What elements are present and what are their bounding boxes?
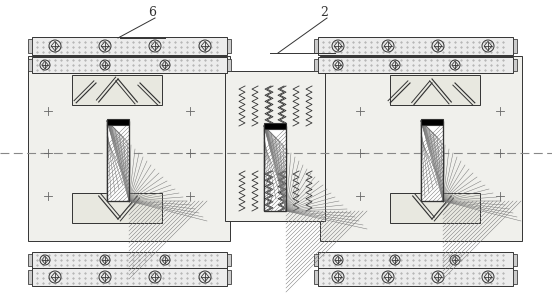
Bar	[72, 75, 162, 105]
Bar	[227, 270, 231, 284]
Polygon shape	[28, 56, 230, 241]
Bar	[513, 59, 517, 71]
Bar	[28, 254, 32, 266]
Bar	[421, 119, 443, 125]
Bar	[264, 123, 286, 129]
Bar	[32, 37, 227, 55]
Polygon shape	[320, 56, 522, 241]
Bar	[318, 252, 513, 268]
Bar	[314, 270, 318, 284]
Bar	[28, 59, 32, 71]
Bar	[513, 270, 517, 284]
Bar	[227, 254, 231, 266]
Bar	[513, 254, 517, 266]
Bar	[32, 252, 227, 268]
Bar	[390, 75, 480, 105]
Bar	[264, 126, 286, 211]
Bar	[32, 57, 227, 73]
Polygon shape	[225, 71, 325, 221]
Bar	[227, 59, 231, 71]
Bar	[107, 119, 129, 125]
Bar	[318, 268, 513, 286]
Bar	[318, 57, 513, 73]
Bar	[513, 39, 517, 53]
Bar	[314, 254, 318, 266]
Bar	[421, 121, 443, 201]
Bar	[32, 268, 227, 286]
Bar	[28, 39, 32, 53]
Text: 2: 2	[320, 6, 328, 19]
Bar	[72, 193, 162, 223]
Bar	[318, 37, 513, 55]
Bar	[107, 121, 129, 201]
Bar	[107, 121, 129, 201]
Bar	[421, 121, 443, 201]
Bar	[264, 126, 286, 211]
Bar	[227, 39, 231, 53]
Bar	[28, 270, 32, 284]
Bar	[390, 193, 480, 223]
Text: 6: 6	[148, 6, 156, 19]
Bar	[314, 59, 318, 71]
Bar	[314, 39, 318, 53]
